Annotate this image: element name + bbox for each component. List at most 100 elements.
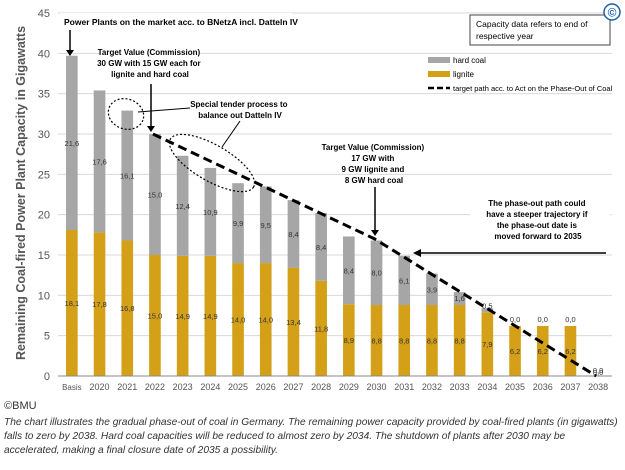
data-label-lignite: 8,8	[427, 337, 437, 346]
bar-hard-coal	[315, 213, 327, 281]
annotation-tender-ellipse-large	[168, 133, 256, 193]
x-tick-label: 2027	[283, 382, 303, 392]
legend-label-lignite: lignite	[453, 70, 474, 79]
data-label-hard-coal: 0,0	[538, 315, 548, 324]
data-label-hard-coal: 10,9	[203, 208, 218, 217]
copyright-badge	[603, 3, 621, 21]
data-label-lignite: 6,2	[565, 347, 575, 356]
bar-hard-coal	[398, 255, 411, 306]
x-tick-label: 2026	[256, 382, 276, 392]
y-axis-label: Remaining Coal-fired Power Plant Capacit…	[14, 26, 28, 360]
data-label-hard-coal: 16,1	[120, 172, 135, 181]
data-label-lignite: 8,9	[344, 336, 354, 345]
x-tick-label: 2038	[588, 382, 608, 392]
data-label-hard-coal: 8,4	[288, 230, 298, 239]
y-tick-label: 0	[44, 371, 50, 383]
x-tick-label: Basis	[62, 383, 82, 392]
bar-hard-coal	[453, 292, 466, 306]
data-label-hard-coal: 8,0	[371, 269, 381, 278]
data-label-lignite: 18,1	[65, 299, 80, 308]
annotation-target1: Target Value (Commission) 30 GW with 15 …	[97, 48, 203, 79]
x-tick-label: 2029	[339, 382, 359, 392]
x-tick-label: 2020	[90, 382, 110, 392]
x-tick-label: 2032	[422, 382, 442, 392]
data-label-lignite: 15,0	[148, 312, 163, 321]
data-label-lignite: 14,0	[231, 316, 246, 325]
data-label-lignite: 11,8	[314, 324, 328, 333]
caption: The chart illustrates the gradual phase-…	[4, 417, 618, 456]
bar-hard-coal	[259, 186, 272, 264]
data-label-lignite: 6,2	[510, 347, 520, 356]
data-label-hard-coal: 3,9	[427, 285, 437, 294]
target-path	[152, 132, 597, 378]
data-label-hard-coal: 6,1	[399, 276, 409, 285]
bar-lignite	[370, 305, 383, 376]
x-tick-label: 2030	[367, 382, 387, 392]
bar-lignite	[398, 305, 411, 376]
data-label-hard-coal: 8,4	[316, 243, 326, 252]
annotation-phaseout-box	[470, 197, 610, 245]
bar-lignite	[536, 325, 549, 376]
x-tick-label: 2025	[228, 382, 248, 392]
bar-lignite	[176, 255, 189, 376]
target-path-line	[152, 132, 597, 378]
bar-lignite	[453, 305, 466, 376]
data-label-hard-coal: 17,6	[92, 157, 107, 166]
bar-hard-coal	[232, 183, 244, 264]
bar-hard-coal	[93, 90, 106, 233]
bar-lignite	[564, 325, 577, 376]
bar-hard-coal	[204, 167, 217, 256]
y-tick-label: 10	[38, 290, 50, 302]
annotation-phaseout-arrowhead	[413, 249, 421, 257]
data-label-lignite: 16,8	[120, 304, 135, 313]
bar-lignite	[93, 232, 106, 376]
bar-lignite	[426, 305, 438, 376]
data-label-hard-coal: 1,6	[454, 294, 464, 303]
data-label-hard-coal: 8,4	[344, 266, 354, 275]
y-tick-label: 20	[38, 210, 50, 222]
x-tick-label: 2031	[394, 382, 414, 392]
legend-swatch-lignite	[428, 71, 450, 77]
data-label-hard-coal: 0,0	[565, 315, 575, 324]
legend-note: Capacity data refers to end of respectiv…	[476, 19, 590, 41]
bar-hard-coal	[370, 240, 383, 306]
data-label-lignite: 14,9	[203, 312, 218, 321]
data-label-lignite: 14,0	[258, 316, 273, 325]
bar-lignite	[509, 325, 521, 376]
x-tick-label: 2034	[477, 382, 497, 392]
y-tick-label: 5	[44, 331, 50, 343]
bar-hard-coal	[426, 273, 438, 306]
bar-hard-coal	[343, 236, 355, 305]
x-tick-label: 2028	[311, 382, 331, 392]
x-tick-label: 2021	[117, 382, 137, 392]
annotation-target2-arrowhead	[371, 230, 379, 236]
annotation-target1-box	[100, 46, 200, 82]
bar-lignite	[343, 304, 355, 376]
bar-hard-coal	[121, 110, 134, 241]
bar-lignite	[232, 263, 244, 376]
data-label-lignite: 14,9	[175, 312, 190, 321]
data-label-lignite: 8,8	[454, 337, 464, 346]
bar-lignite	[315, 280, 327, 376]
data-label-lignite: 8,8	[399, 337, 409, 346]
x-tick-label: 2022	[145, 382, 165, 392]
data-label-lignite: 8,8	[371, 337, 381, 346]
data-label-hard-coal: 9,5	[261, 221, 271, 230]
y-axis-ticks: 0 5 10 15 20 25 30 35 40 45	[38, 8, 50, 383]
copyright-mark: ©	[608, 6, 617, 20]
y-tick-label: 15	[38, 250, 50, 262]
data-label-lignite: 17,8	[92, 300, 107, 309]
legend-label-hard-coal: hard coal	[453, 56, 486, 65]
data-label-lignite: 13,4	[286, 318, 301, 327]
bars: 18,1 21,6 17,8 17,6 16,8 16,1 15,0 15,0 14,9 12,4…	[65, 55, 603, 377]
bar-lignite	[259, 263, 272, 376]
data-label-hard-coal: 0,0	[593, 368, 603, 377]
bar-hard-coal	[176, 155, 189, 256]
x-tick-label: 2023	[173, 382, 193, 392]
x-tick-label: 2033	[450, 382, 470, 392]
data-label-lignite: 0,0	[593, 366, 603, 375]
annotation-phaseout: The phase-out path could have a steeper …	[486, 199, 590, 241]
annotation-basis-box	[60, 13, 292, 30]
x-tick-label: 2024	[200, 382, 220, 392]
bar-lignite	[66, 229, 78, 376]
